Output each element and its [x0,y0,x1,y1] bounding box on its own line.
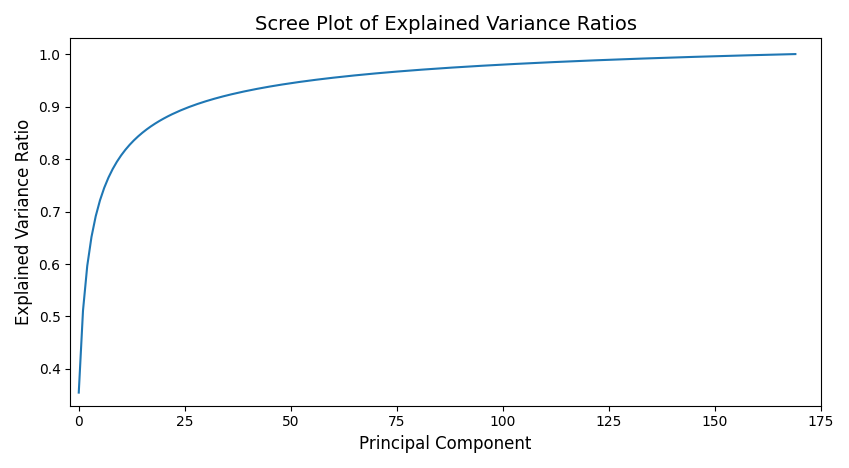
Title: Scree Plot of Explained Variance Ratios: Scree Plot of Explained Variance Ratios [255,15,637,34]
Y-axis label: Explained Variance Ratio: Explained Variance Ratio [15,119,33,325]
X-axis label: Principal Component: Principal Component [359,435,531,453]
